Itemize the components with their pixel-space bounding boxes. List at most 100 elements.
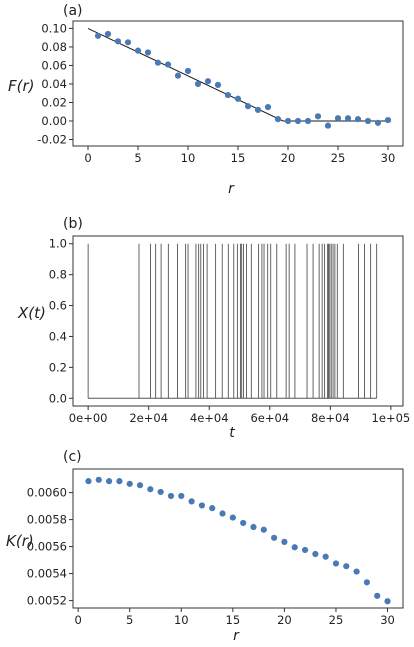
panel-1-plot-frame (72, 235, 404, 407)
data-point (194, 80, 202, 88)
panel-c-plot: 0 5 10 15 20 25 30 0.0052 0.0054 0.0056 0.0058 0.00… (27, 468, 404, 627)
panel-b-plot: 0e+00 2e+04 4e+04 6e+04 8e+04 1e+05 0.0 0.2 0.4 0… (49, 235, 411, 425)
data-point (234, 95, 242, 102)
y-tick-label: 0.0058 (27, 513, 67, 527)
data-point (250, 523, 257, 531)
y-tick-label: 0.08 (41, 40, 67, 54)
y-tick-label: 0.0054 (27, 567, 67, 581)
x-tick-label: 25 (331, 151, 346, 165)
data-point (254, 106, 262, 113)
data-point (384, 116, 392, 124)
y-tick-label: 0.04 (41, 77, 67, 91)
data-point (114, 38, 122, 45)
data-point (184, 67, 192, 75)
y-tick-label: 0.0 (49, 391, 67, 405)
x-tick-label: 8e+04 (311, 411, 350, 425)
y-tick-label: 0.10 (41, 21, 67, 35)
data-point (270, 534, 278, 541)
data-point (354, 116, 362, 123)
y-tick-label: 0.4 (49, 329, 67, 343)
x-tick-label: 2e+04 (129, 411, 168, 425)
y-tick-label: 0.06 (41, 58, 67, 72)
data-point (144, 49, 152, 56)
y-tick-label: 0.0052 (27, 594, 67, 608)
panel-0-plot-frame (72, 20, 404, 147)
panel-2-plot-frame (72, 468, 404, 609)
data-point (105, 478, 113, 485)
data-point (314, 113, 322, 120)
data-point (134, 47, 142, 54)
data-point (224, 91, 232, 99)
x-tick-label: 10 (174, 613, 189, 627)
x-tick-label: 15 (226, 613, 241, 627)
data-point (364, 117, 372, 125)
panel-b: (b) X(t) t 0e+00 2e+04 4e+04 6e+04 8e+04 1e+0… (17, 216, 410, 441)
data-point (322, 553, 329, 560)
data-point (229, 514, 236, 521)
data-point (154, 59, 162, 66)
data-point (167, 492, 175, 500)
panel-c-x-axis-label: r (233, 628, 240, 644)
data-point (244, 103, 252, 110)
x-tick-label: 0 (74, 613, 81, 627)
data-point (291, 544, 298, 551)
panel-a-plot: 0 5 10 15 20 25 30 -0.02 0.00 0.02 0.04 0.06 0.08 0.1… (37, 20, 404, 165)
y-tick-label: 0.02 (41, 95, 67, 109)
data-point (384, 598, 391, 605)
x-tick-label: 10 (181, 151, 196, 165)
data-point (85, 478, 92, 485)
panel-a-x-axis-label: r (228, 181, 235, 197)
data-point (260, 526, 267, 533)
data-point (147, 486, 154, 493)
x-tick-label: 20 (281, 151, 296, 165)
data-point (94, 32, 102, 39)
panel-a-label: (a) (63, 3, 83, 19)
data-point (136, 482, 144, 489)
data-point (274, 116, 282, 123)
data-point (332, 560, 340, 567)
panel-b-label: (b) (63, 216, 83, 232)
y-tick-label: 0.0060 (27, 486, 67, 500)
y-tick-label: 0.0056 (27, 540, 67, 554)
data-point (334, 115, 342, 122)
y-tick-label: 0.8 (49, 268, 67, 282)
panel-b-x-axis-label: t (229, 425, 235, 441)
x-tick-label: 1e+05 (372, 411, 411, 425)
x-tick-label: 25 (329, 613, 344, 627)
data-point (124, 39, 132, 46)
y-tick-label: 0.00 (41, 114, 67, 128)
data-point (344, 115, 352, 122)
data-point (188, 498, 195, 505)
data-point (209, 505, 216, 512)
x-tick-label: 6e+04 (250, 411, 289, 425)
x-tick-label: 5 (126, 613, 133, 627)
data-point (219, 510, 226, 517)
data-point (164, 61, 172, 68)
data-point (104, 30, 112, 38)
x-tick-label: 5 (134, 151, 141, 165)
x-tick-label: 20 (277, 613, 292, 627)
data-point (178, 492, 185, 500)
y-tick-label: 0.6 (49, 299, 67, 313)
data-point (374, 119, 382, 126)
data-point (312, 550, 319, 558)
data-point (363, 579, 371, 586)
data-point (174, 72, 182, 79)
x-tick-label: 30 (380, 613, 395, 627)
data-point (198, 502, 206, 509)
x-tick-label: 30 (381, 151, 396, 165)
data-point (294, 117, 302, 125)
panel-c-label: (c) (63, 449, 82, 465)
data-point (284, 117, 292, 125)
panel-c: (c) K(r) r 0 5 10 15 20 25 30 0.0052 0.0054 0.005… (6, 449, 404, 644)
panel-b-y-axis-label: X(t) (17, 304, 46, 322)
y-tick-label: -0.02 (37, 133, 67, 147)
x-tick-label: 15 (231, 151, 246, 165)
data-point (264, 104, 272, 111)
panel-a-y-axis-label: F(r) (8, 77, 35, 95)
x-tick-label: 0e+00 (69, 411, 108, 425)
panel-c-y-axis-label: K(r) (6, 532, 34, 550)
data-point (157, 488, 164, 496)
x-tick-label: 4e+04 (190, 411, 229, 425)
